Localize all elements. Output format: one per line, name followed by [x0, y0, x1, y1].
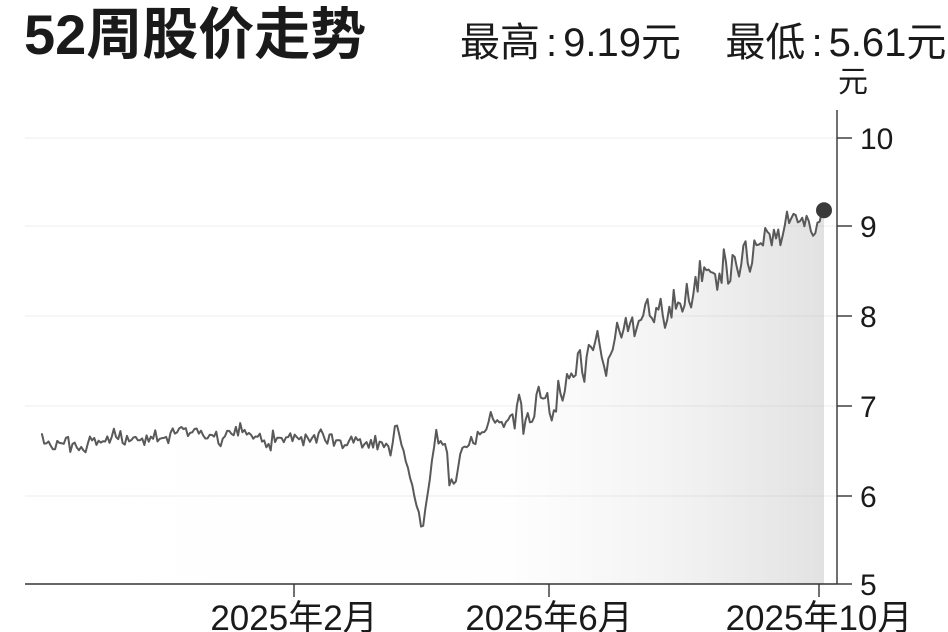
svg-text:2025年2月: 2025年2月	[210, 599, 377, 632]
svg-text:5: 5	[860, 569, 877, 602]
svg-text:8: 8	[860, 301, 877, 334]
svg-text:7: 7	[860, 391, 877, 424]
svg-text:9: 9	[860, 211, 877, 244]
svg-text:元: 元	[838, 66, 868, 99]
svg-text:2025年10月: 2025年10月	[726, 599, 913, 632]
svg-text:2025年6月: 2025年6月	[465, 599, 632, 632]
svg-text:10: 10	[860, 123, 893, 156]
svg-text:6: 6	[860, 481, 877, 514]
